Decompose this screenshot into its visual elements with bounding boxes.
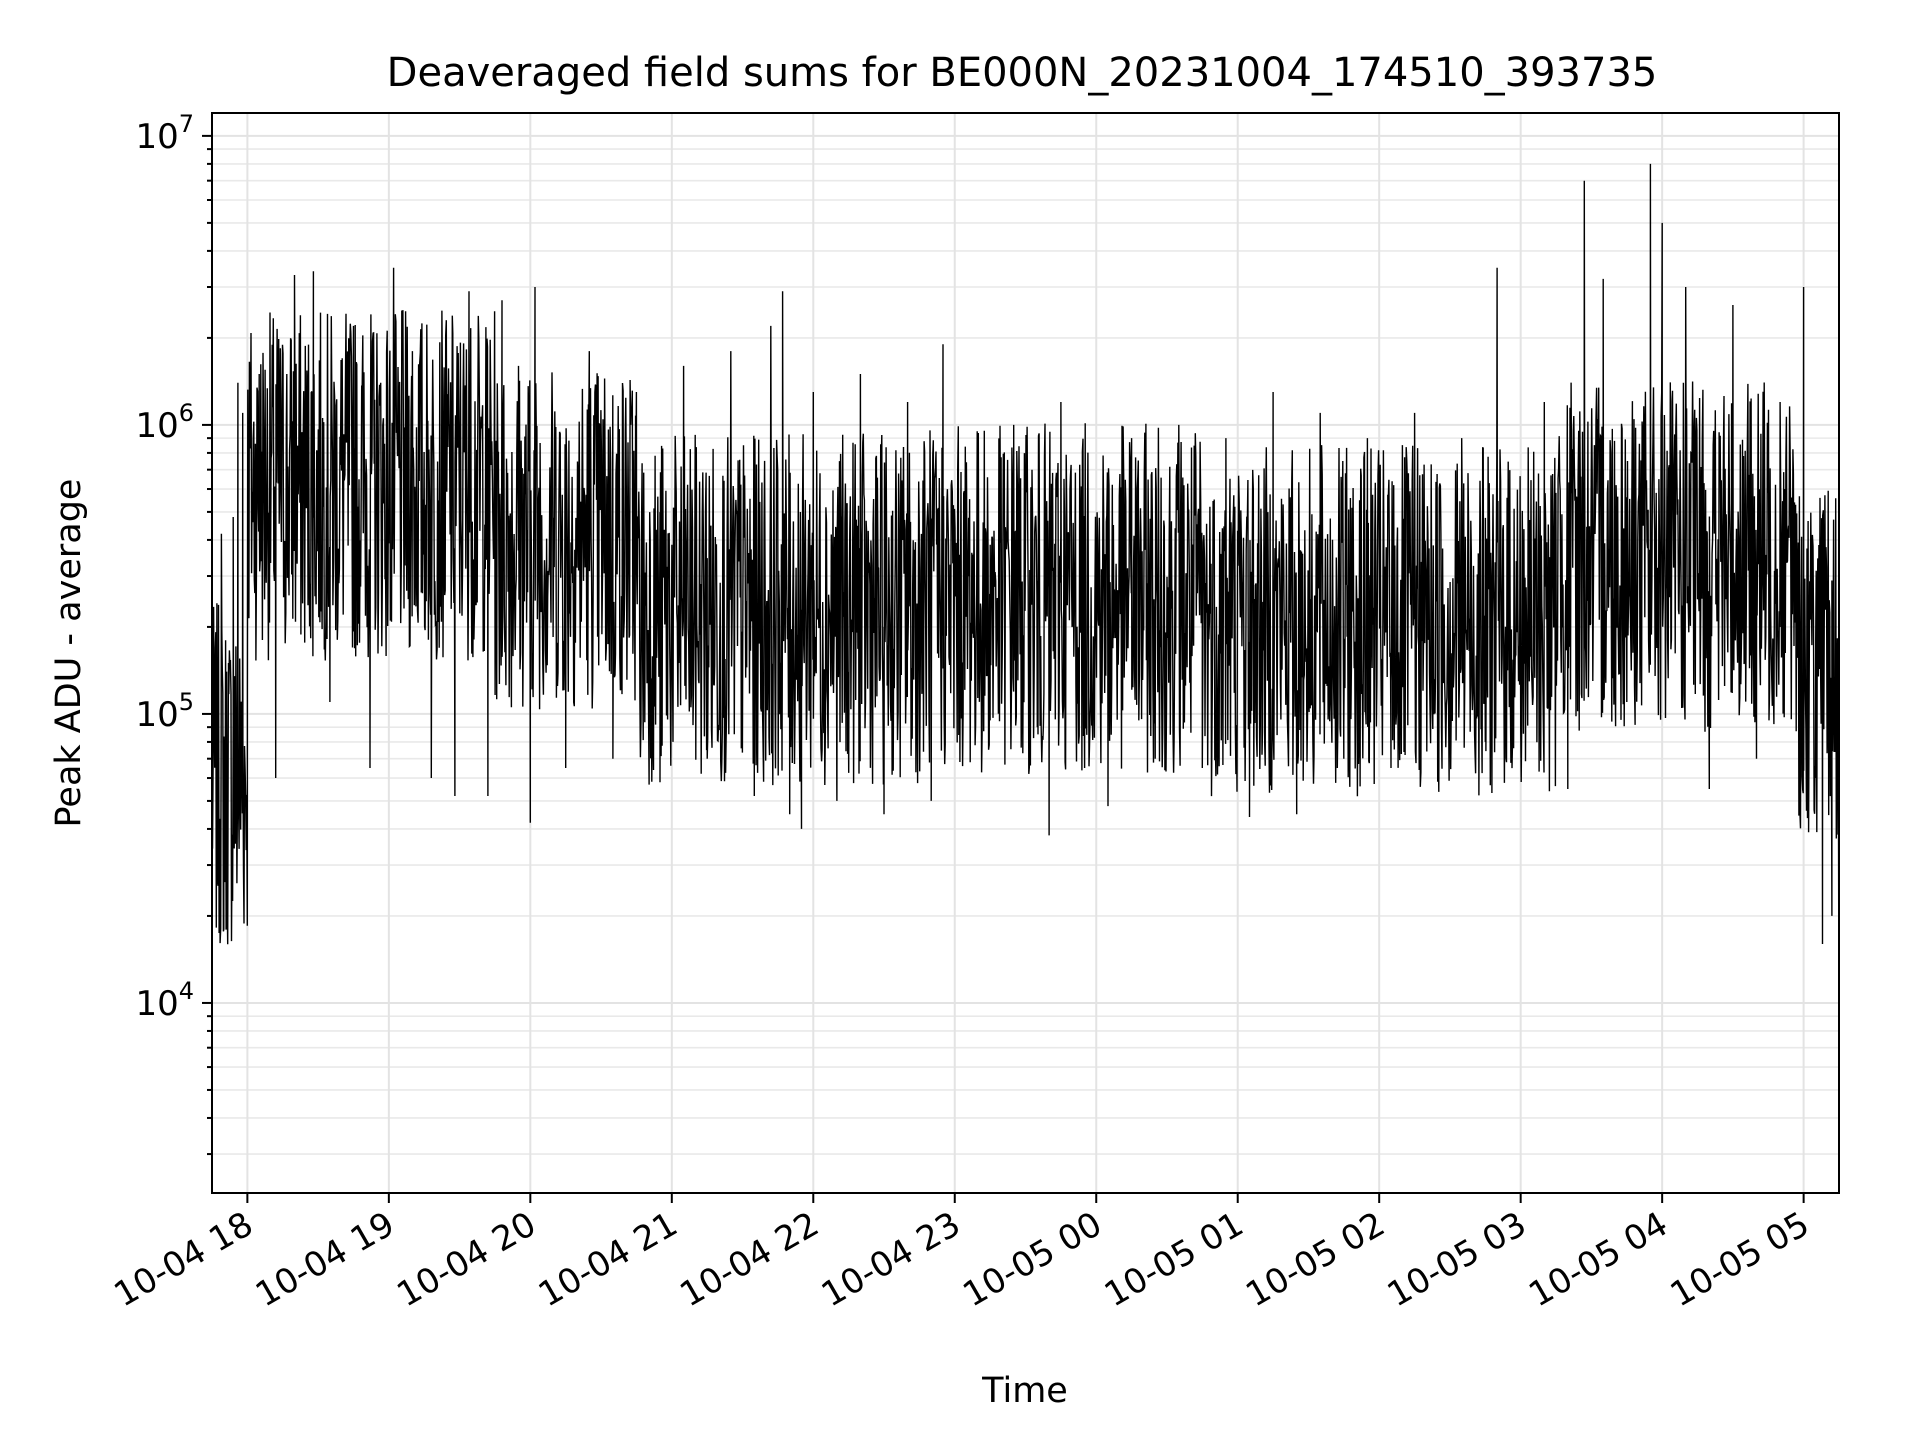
x-tick-label: 10-04 22 <box>673 1204 825 1315</box>
x-tick-label: 10-04 20 <box>390 1204 542 1315</box>
y-axis: 104 105 106 107 <box>135 110 212 1156</box>
data-series <box>211 163 1840 1048</box>
x-tick-label: 10-05 03 <box>1381 1204 1533 1315</box>
x-tick-label: 10-05 00 <box>956 1204 1108 1315</box>
y-tick-label: 105 <box>135 688 194 735</box>
y-tick-label: 107 <box>135 110 194 157</box>
x-tick-label: 10-04 18 <box>107 1204 259 1315</box>
x-tick-label: 10-05 05 <box>1664 1204 1816 1315</box>
grid <box>212 113 1839 1193</box>
y-axis-label: Peak ADU - average <box>49 479 89 828</box>
x-tick-label: 10-04 21 <box>532 1204 684 1315</box>
x-tick-label: 10-04 23 <box>815 1204 967 1315</box>
x-tick-label: 10-05 04 <box>1522 1204 1674 1315</box>
plot-frame <box>211 112 1840 1194</box>
x-tick-label: 10-05 01 <box>1098 1204 1250 1315</box>
series-line <box>211 163 1840 1048</box>
y-tick-label: 106 <box>135 399 194 446</box>
y-tick-label: 104 <box>135 977 194 1024</box>
chart-title: Deaveraged field sums for BE000N_2023100… <box>387 50 1658 96</box>
x-tick-label: 10-05 02 <box>1239 1204 1391 1315</box>
x-tick-label: 10-04 19 <box>249 1204 401 1315</box>
x-axis-label: Time <box>981 1371 1068 1411</box>
